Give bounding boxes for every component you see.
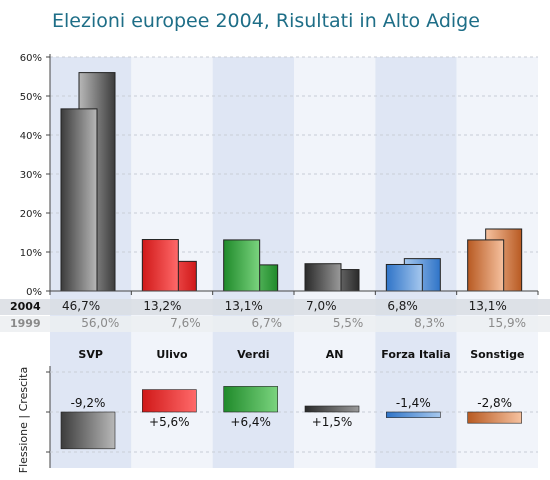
chart-title: Elezioni europee 2004, Risultati in Alto… xyxy=(52,10,480,32)
change-bar-verdi xyxy=(223,386,278,413)
row-2004-bg xyxy=(0,299,550,315)
value-1999-verdi: 6,7% xyxy=(252,316,283,330)
y-tick-label: 0% xyxy=(26,287,42,298)
y-tick-label: 60% xyxy=(20,53,42,64)
change-label-forza-italia: -1,4% xyxy=(396,396,431,410)
y-tick-label: 10% xyxy=(20,248,42,259)
change-label-sonstige: -2,8% xyxy=(477,396,512,410)
year-1999-label: 1999 xyxy=(10,317,41,330)
value-2004-ulivo: 13,2% xyxy=(143,299,181,313)
bar-2004-ulivo xyxy=(141,239,179,292)
change-label-an: +1,5% xyxy=(312,415,353,429)
party-label-ulivo: Ulivo xyxy=(156,348,188,361)
party-label-an: AN xyxy=(326,348,344,361)
value-2004-verdi: 13,1% xyxy=(225,299,263,313)
y-tick-label: 20% xyxy=(20,209,42,220)
change-bar-an xyxy=(304,405,360,413)
change-label-verdi: +6,4% xyxy=(230,415,271,429)
value-1999-forza-italia: 8,3% xyxy=(414,316,445,330)
change-bar-ulivo xyxy=(142,389,197,413)
bar-2004-verdi xyxy=(223,239,261,292)
party-label-svp: SVP xyxy=(78,348,103,361)
y-tick-label: 50% xyxy=(20,92,42,103)
party-label-verdi: Verdi xyxy=(237,348,269,361)
column-band xyxy=(294,57,376,468)
party-label-forza-italia: Forza Italia xyxy=(381,348,450,361)
y-tick-label: 40% xyxy=(20,131,42,142)
bar-2004-an xyxy=(304,263,342,292)
value-2004-svp: 46,7% xyxy=(62,299,100,313)
party-label-sonstige: Sonstige xyxy=(470,348,524,361)
change-bar-forza-italia xyxy=(386,411,441,418)
change-bar-svp xyxy=(60,411,116,450)
change-label-svp: -9,2% xyxy=(71,396,106,410)
change-axis-label: Flessione | Crescita xyxy=(17,367,30,473)
value-2004-sonstige: 13,1% xyxy=(469,299,507,313)
change-bar-sonstige xyxy=(467,411,522,424)
value-2004-forza-italia: 6,8% xyxy=(387,299,418,313)
value-1999-an: 5,5% xyxy=(333,316,364,330)
bar-2004-svp xyxy=(60,108,98,292)
value-2004-an: 7,0% xyxy=(306,299,337,313)
value-1999-svp: 56,0% xyxy=(81,316,119,330)
change-label-ulivo: +5,6% xyxy=(149,415,190,429)
y-tick-label: 30% xyxy=(20,170,42,181)
bar-2004-forza-italia xyxy=(385,263,423,292)
value-1999-sonstige: 15,9% xyxy=(488,316,526,330)
row-1999-bg xyxy=(0,316,550,332)
year-2004-label: 2004 xyxy=(10,300,41,313)
bar-2004-sonstige xyxy=(467,239,505,292)
value-1999-ulivo: 7,6% xyxy=(170,316,201,330)
